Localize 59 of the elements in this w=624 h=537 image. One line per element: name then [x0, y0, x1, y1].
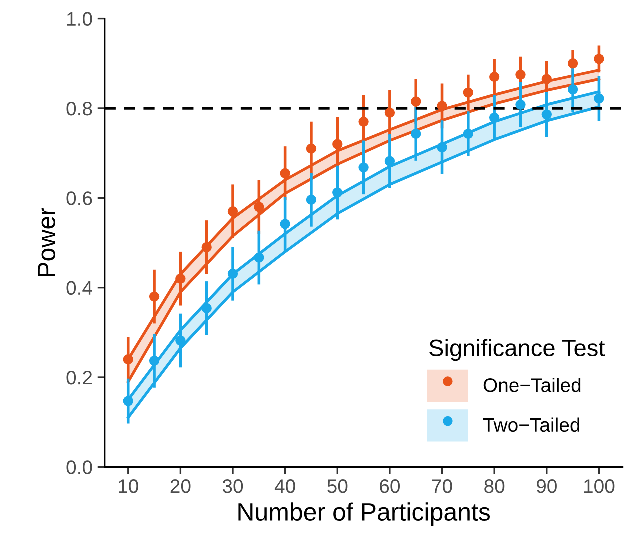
point	[306, 144, 317, 154]
y-tick-label: 0.2	[66, 370, 92, 385]
x-tick-label: 10	[119, 480, 138, 494]
point	[332, 188, 343, 198]
point	[516, 100, 526, 110]
point	[463, 128, 474, 140]
point	[542, 74, 552, 84]
x-tick-label: 80	[484, 480, 505, 494]
point	[149, 356, 160, 366]
point	[489, 112, 500, 123]
point	[384, 108, 396, 118]
x-tick-label: 50	[328, 480, 348, 494]
y-tick-label: 0.0	[66, 460, 92, 474]
x-tick-label: 70	[432, 480, 452, 494]
y-tick-label: 0.8	[66, 102, 92, 116]
y-tick-label: 0.6	[66, 192, 92, 206]
point	[489, 72, 500, 82]
point	[149, 292, 160, 302]
point	[358, 116, 369, 128]
point	[254, 202, 264, 212]
point	[280, 168, 290, 179]
x-tick-label: 30	[222, 480, 244, 494]
point	[568, 58, 578, 69]
point	[358, 162, 369, 173]
y-axis-title: Power	[38, 208, 56, 276]
point	[594, 94, 604, 104]
x-tick-label: 60	[380, 480, 400, 494]
point	[542, 110, 552, 120]
x-tick-label: 40	[274, 480, 296, 494]
point	[176, 274, 186, 284]
point	[437, 101, 448, 112]
point	[437, 142, 448, 153]
point	[516, 70, 526, 80]
point	[568, 84, 578, 95]
point	[254, 252, 264, 263]
point	[594, 54, 604, 64]
point	[280, 219, 290, 230]
point	[176, 336, 186, 346]
legend-title: Significance Test	[430, 339, 606, 362]
point	[202, 242, 212, 253]
x-axis-title: Number of Participants	[238, 502, 490, 526]
legend-label: One−Tailed	[484, 378, 581, 392]
x-tick-label: 20	[170, 480, 191, 494]
x-tick-label: 100	[584, 480, 615, 494]
y-tick-label: 1.0	[67, 12, 92, 26]
point	[411, 128, 422, 140]
point	[411, 96, 422, 107]
point	[123, 396, 134, 406]
point	[202, 303, 212, 314]
legend-label: Two−Tailed	[483, 418, 580, 432]
y-tick-label: 0.4	[66, 281, 92, 296]
point	[228, 268, 238, 280]
x-tick-label: 90	[536, 480, 557, 494]
point	[463, 88, 474, 98]
point	[123, 354, 134, 365]
point	[228, 206, 238, 217]
point	[332, 139, 343, 150]
point	[306, 194, 317, 206]
point	[384, 156, 396, 166]
